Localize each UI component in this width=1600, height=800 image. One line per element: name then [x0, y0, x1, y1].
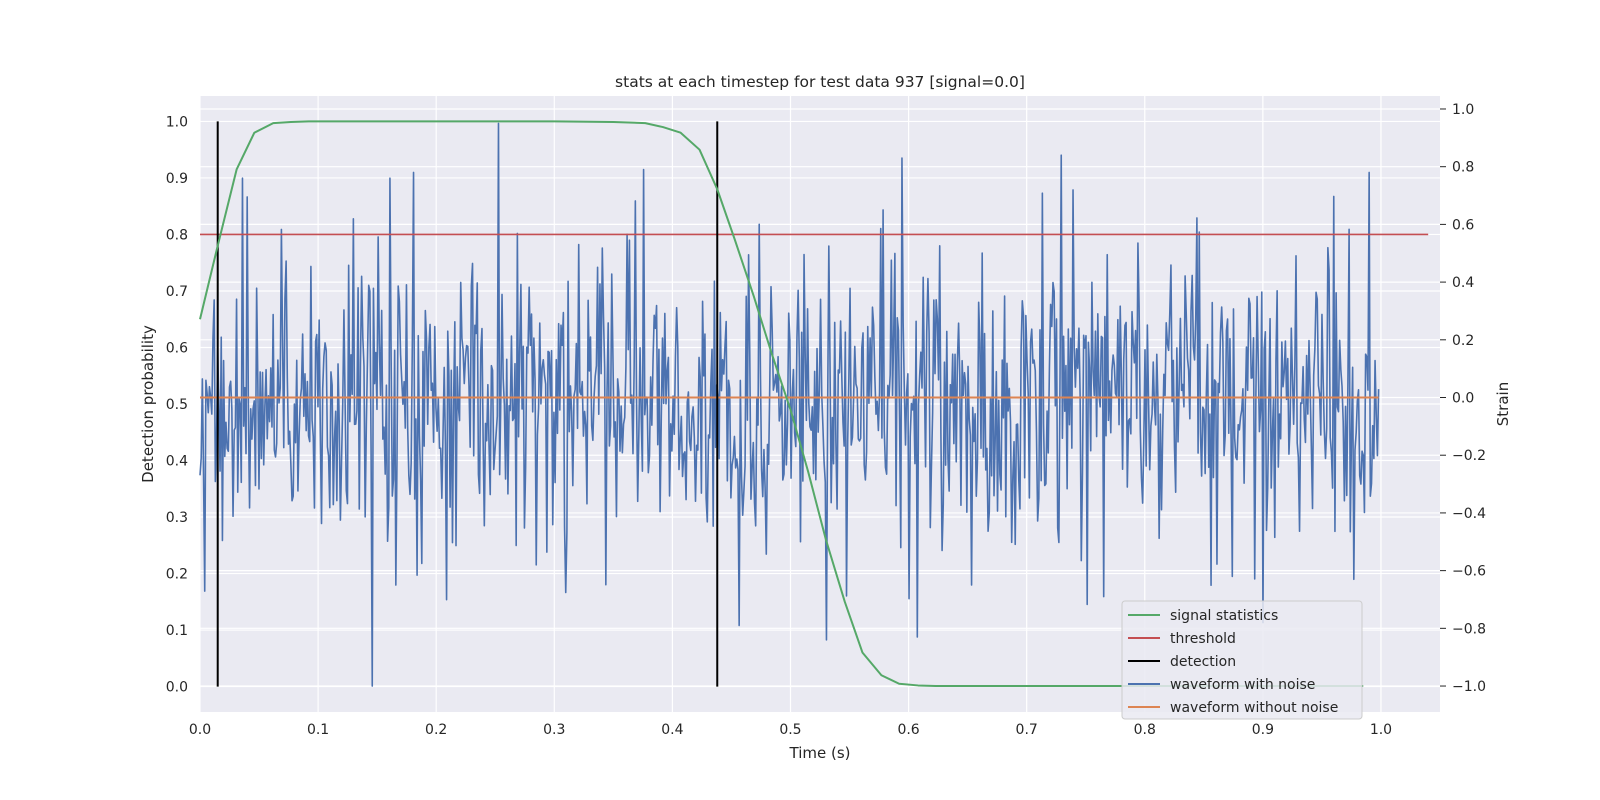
x-tick-label: 0.8	[1134, 722, 1156, 738]
y-tick-label-left: 0.6	[166, 340, 188, 356]
x-tick-label: 0.7	[1016, 722, 1038, 738]
legend: signal statistics threshold detection wa…	[1121, 600, 1363, 720]
y-tick-label-right: 0.4	[1452, 275, 1474, 291]
y-tick-label-right: −0.2	[1452, 448, 1486, 464]
legend-label-signal-statistics: signal statistics	[1170, 608, 1278, 624]
y-tick-label-left: 1.0	[166, 114, 188, 130]
x-tick-label: 0.6	[897, 722, 919, 738]
series-layer	[199, 120, 1429, 687]
legend-label-waveform-with-noise: waveform with noise	[1170, 677, 1315, 693]
y-tick-label-left: 0.0	[166, 680, 188, 696]
y-tick-label-right: 0.8	[1452, 160, 1474, 176]
y-tick-label-left: 0.5	[166, 397, 188, 413]
ticks-layer: 0.0 0.1 0.2 0.3 0.4 0.5 0.6 0.7 0.8 0.9 1.0 0.0 0.1 0…	[166, 102, 1486, 738]
series-signal-statistics	[199, 120, 1364, 687]
x-tick-label: 0.4	[661, 722, 683, 738]
x-axis-label: Time (s)	[789, 744, 851, 762]
y-tick-label-right: −0.8	[1452, 621, 1486, 637]
x-tick-label: 0.3	[543, 722, 565, 738]
x-tick-label: 0.2	[425, 722, 447, 738]
legend-label-threshold: threshold	[1170, 631, 1236, 647]
legend-label-detection: detection	[1170, 654, 1236, 670]
x-tick-label: 1.0	[1370, 722, 1392, 738]
y-tick-label-left: 0.4	[166, 454, 188, 470]
y-tick-label-left: 0.2	[166, 567, 188, 583]
y-tick-label-left: 0.3	[166, 510, 188, 526]
y-tick-label-left: 0.1	[166, 623, 188, 639]
y-axis-label-left: Detection probability	[139, 325, 157, 483]
y-tick-label-left: 0.8	[166, 227, 188, 243]
y-tick-label-right: −0.4	[1452, 506, 1486, 522]
legend-box	[1121, 600, 1363, 720]
y-tick-label-right: 0.2	[1452, 333, 1474, 349]
legend-label-waveform-without-noise: waveform without noise	[1170, 700, 1338, 716]
series-waveform-with-noise	[199, 122, 1380, 687]
y-axis-label-right: Strain	[1494, 382, 1512, 426]
y-tick-label-right: 0.0	[1452, 391, 1474, 407]
y-tick-label-right: 0.6	[1452, 217, 1474, 233]
y-tick-label-left: 0.9	[166, 171, 188, 187]
x-tick-label: 0.0	[189, 722, 211, 738]
x-tick-label: 0.1	[307, 722, 329, 738]
x-tick-label: 0.9	[1252, 722, 1274, 738]
y-tick-label-right: −0.6	[1452, 564, 1486, 580]
chart-title: stats at each timestep for test data 937…	[615, 73, 1025, 91]
x-tick-label: 0.5	[779, 722, 801, 738]
y-tick-label-right: −1.0	[1452, 679, 1486, 695]
y-tick-label-right: 1.0	[1452, 102, 1474, 118]
y-tick-label-left: 0.7	[166, 284, 188, 300]
